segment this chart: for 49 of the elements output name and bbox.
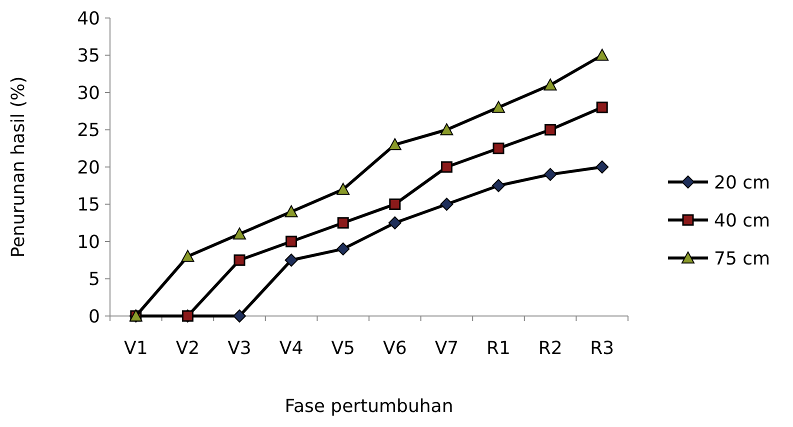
point [286, 236, 298, 248]
point [440, 123, 454, 136]
x-tick-label: V1 [124, 338, 148, 359]
x-tick-label: V4 [279, 338, 304, 359]
point [336, 242, 350, 256]
x-tick-label: V3 [228, 338, 252, 359]
y-tick-label: 0 [88, 306, 100, 328]
point [492, 179, 505, 192]
point [233, 228, 246, 240]
y-tick-label: 5 [88, 269, 100, 290]
point [544, 78, 557, 91]
legend-label: 40 cm [714, 210, 770, 232]
x-tick-label: V7 [434, 338, 459, 359]
y-tick-label: 25 [77, 120, 100, 142]
point [544, 124, 556, 136]
x-tick-label: V2 [176, 338, 200, 359]
point [234, 254, 246, 266]
point [233, 310, 246, 322]
x-axis-title: Fase pertumbuhan [284, 396, 454, 417]
point [492, 142, 504, 154]
y-tick-label: 40 [77, 8, 100, 30]
point [544, 168, 557, 181]
x-tick-label: R2 [538, 338, 562, 359]
x-tick-label: R1 [486, 338, 510, 359]
point [492, 100, 505, 113]
point [181, 250, 194, 262]
y-tick-label: 10 [77, 232, 100, 253]
point [388, 138, 402, 150]
point [388, 216, 402, 230]
x-tick-label: V5 [331, 338, 355, 359]
x-tick-label: R3 [590, 338, 614, 359]
point [440, 198, 454, 211]
y-tick-label: 35 [77, 46, 100, 67]
point [596, 48, 609, 61]
point [284, 254, 298, 267]
legend-label: 20 cm [714, 172, 770, 194]
point [336, 182, 350, 195]
point [284, 205, 298, 218]
point [337, 217, 349, 229]
y-tick-label: 20 [77, 157, 100, 178]
y-tick-label: 30 [77, 82, 100, 104]
y-tick-label: 15 [77, 194, 100, 216]
point [389, 198, 401, 210]
point [596, 102, 608, 114]
y-axis-title: Penurunan hasil (%) [8, 76, 29, 258]
point [596, 160, 609, 174]
x-tick-label: V6 [383, 338, 407, 359]
point [440, 161, 452, 173]
legend-label: 75 cm [714, 248, 770, 270]
